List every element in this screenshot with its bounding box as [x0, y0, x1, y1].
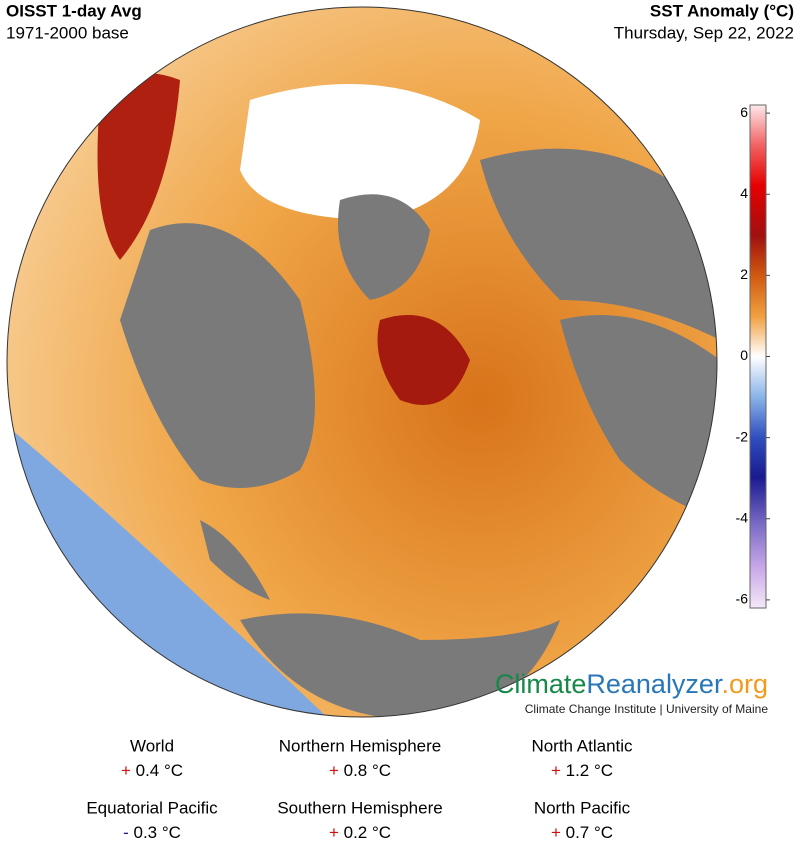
logo-credit: Climate Change Institute | University of…: [525, 702, 769, 716]
stat-name: North Atlantic: [531, 736, 633, 755]
stat-value: - 0.3 °C: [123, 823, 181, 842]
stat-sign: +: [329, 761, 339, 780]
colorbar-ticks: 6 4 2 0 -2 -4 -6: [736, 104, 770, 607]
globe: [7, 7, 717, 717]
stat-name: Equatorial Pacific: [86, 798, 218, 817]
stat-name: World: [130, 736, 174, 755]
title: OISST 1-day Avg: [6, 1, 142, 20]
stat-sign: +: [551, 761, 561, 780]
stat-number: 0.8 °C: [344, 761, 391, 780]
stat-value: + 0.8 °C: [329, 761, 391, 780]
colorbar-tick-label: -4: [736, 509, 749, 525]
stat-value: + 1.2 °C: [551, 761, 613, 780]
colorbar-tick-label: 6: [740, 104, 748, 120]
stat-sign: -: [123, 823, 129, 842]
date: Thursday, Sep 22, 2022: [614, 23, 794, 42]
stat-number: 0.7 °C: [566, 823, 613, 842]
stat-number: 0.4 °C: [136, 761, 183, 780]
right-title: SST Anomaly (°C): [650, 1, 794, 20]
stat-number: 0.2 °C: [344, 823, 391, 842]
colorbar: [749, 104, 767, 609]
stat-name: Southern Hemisphere: [277, 798, 442, 817]
stat-number: 0.3 °C: [133, 823, 180, 842]
colorbar-tick-label: -6: [736, 591, 749, 607]
stat-value: + 0.2 °C: [329, 823, 391, 842]
stat-value: + 0.7 °C: [551, 823, 613, 842]
colorbar-tick-label: -2: [736, 428, 749, 444]
colorbar-tick-label: 0: [740, 347, 748, 363]
globe-edge: [6, 6, 718, 718]
stat-sign: +: [551, 823, 561, 842]
colorbar-tick-label: 2: [740, 266, 748, 282]
subtitle: 1971-2000 base: [6, 23, 129, 42]
stat-number: 1.2 °C: [566, 761, 613, 780]
stat-value: + 0.4 °C: [121, 761, 183, 780]
logo: ClimateReanalyzer.org: [495, 669, 768, 699]
stat-name: Northern Hemisphere: [279, 736, 442, 755]
stat-sign: +: [121, 761, 131, 780]
stat-sign: +: [329, 823, 339, 842]
colorbar-tick-label: 4: [740, 185, 748, 201]
stats: World + 0.4 °C Northern Hemisphere + 0.8 °C…: [86, 736, 633, 842]
stat-name: North Pacific: [534, 798, 631, 817]
